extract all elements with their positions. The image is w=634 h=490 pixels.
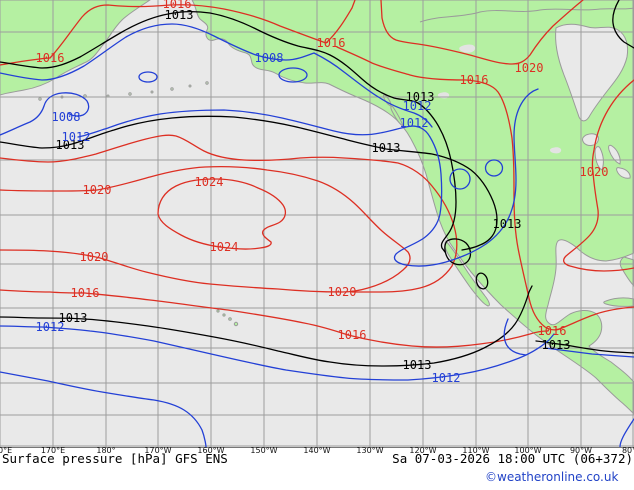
- isobar-1008-oval-small: [138, 71, 158, 83]
- isobar-1008-north: [0, 23, 433, 128]
- longitude-tick-label: 110°W: [462, 446, 490, 455]
- longitude-tick-label: 140°W: [303, 446, 331, 455]
- isobar-1016-south: [0, 289, 549, 348]
- isobar-1020-east-descending: [563, 79, 634, 272]
- longitude-tick-label: 100°W: [514, 446, 542, 455]
- longitude-tick-label: 160°E: [0, 446, 13, 455]
- isobar-1013-mid: [0, 115, 498, 251]
- land-siberia: [0, 0, 151, 96]
- longitude-tick-label: 90°W: [569, 446, 593, 455]
- isobar-1016-east: [336, 46, 634, 331]
- isobar-1013-baja-closed: [444, 238, 472, 266]
- longitude-tick-label: 150°W: [250, 446, 278, 455]
- land-cuba: [603, 297, 634, 307]
- isobar-1016-mid-nose: [0, 134, 458, 293]
- surface-pressure-map: 1016 1016 1016 1020 1016 1020 1020 1024 1024 1020…: [0, 0, 634, 448]
- isobars-black: [0, 0, 634, 367]
- isobar-1020-west-loop: [0, 165, 411, 293]
- water-great-lakes: [582, 133, 631, 179]
- longitude-tick-label: 160°W: [197, 446, 225, 455]
- isobar-1008-oval-large: [278, 67, 308, 83]
- isobar-1012-south: [0, 325, 555, 381]
- longitude-tick-label: 130°W: [356, 446, 384, 455]
- valid-datetime-label: Sa 07-03-2026 18:00 UTC (06+372): [392, 451, 633, 466]
- longitude-tick-label: 170°E: [40, 446, 66, 455]
- graticule-grid: [0, 0, 634, 447]
- isobar-1012-southeast-corner: [619, 418, 634, 447]
- isobar-1008-west-hook: [0, 92, 90, 136]
- water-arctic-channels: [419, 7, 634, 23]
- isobar-1024-closed-high: [157, 178, 287, 250]
- isobar-1012-mid-west-low: [77, 88, 539, 267]
- longitude-tick-label: 120°W: [409, 446, 437, 455]
- isobar-1013-south: [0, 285, 533, 367]
- longitude-tick-label: 180°: [96, 446, 116, 455]
- longitude-axis: 160°E 170°E 180° 170°W 160°W 150°W 140°W 130°W 1…: [0, 446, 634, 456]
- map-canvas: [0, 0, 634, 447]
- isobar-1012-southwest: [0, 371, 207, 447]
- isobar-1013-small-oval: [475, 272, 489, 290]
- longitude-tick-label: 170°W: [144, 446, 172, 455]
- isobar-1013-top-right-corner: [612, 0, 634, 49]
- isobars-red: [0, 0, 634, 348]
- longitude-tick-label: 80°W: [621, 446, 634, 455]
- isobar-1008-inner-oval-2: [484, 159, 504, 177]
- isobar-1012-tehuantepec-hook: [503, 318, 527, 356]
- isobar-1013-southeast: [535, 340, 634, 354]
- isobar-1008-inner-oval-1: [449, 168, 471, 190]
- copyright-link[interactable]: ©weatheronline.co.uk: [485, 470, 619, 484]
- isobar-1020-northeast: [380, 0, 584, 65]
- product-title: Surface pressure [hPa] GFS ENS: [2, 451, 228, 466]
- isobars-blue: [0, 23, 634, 447]
- isobar-1016-northwest: [0, 0, 356, 66]
- isobar-1013-north: [0, 10, 457, 253]
- land-florida: [619, 256, 634, 287]
- land-hawaii: [216, 309, 239, 327]
- isobar-1012-southeast: [544, 347, 634, 358]
